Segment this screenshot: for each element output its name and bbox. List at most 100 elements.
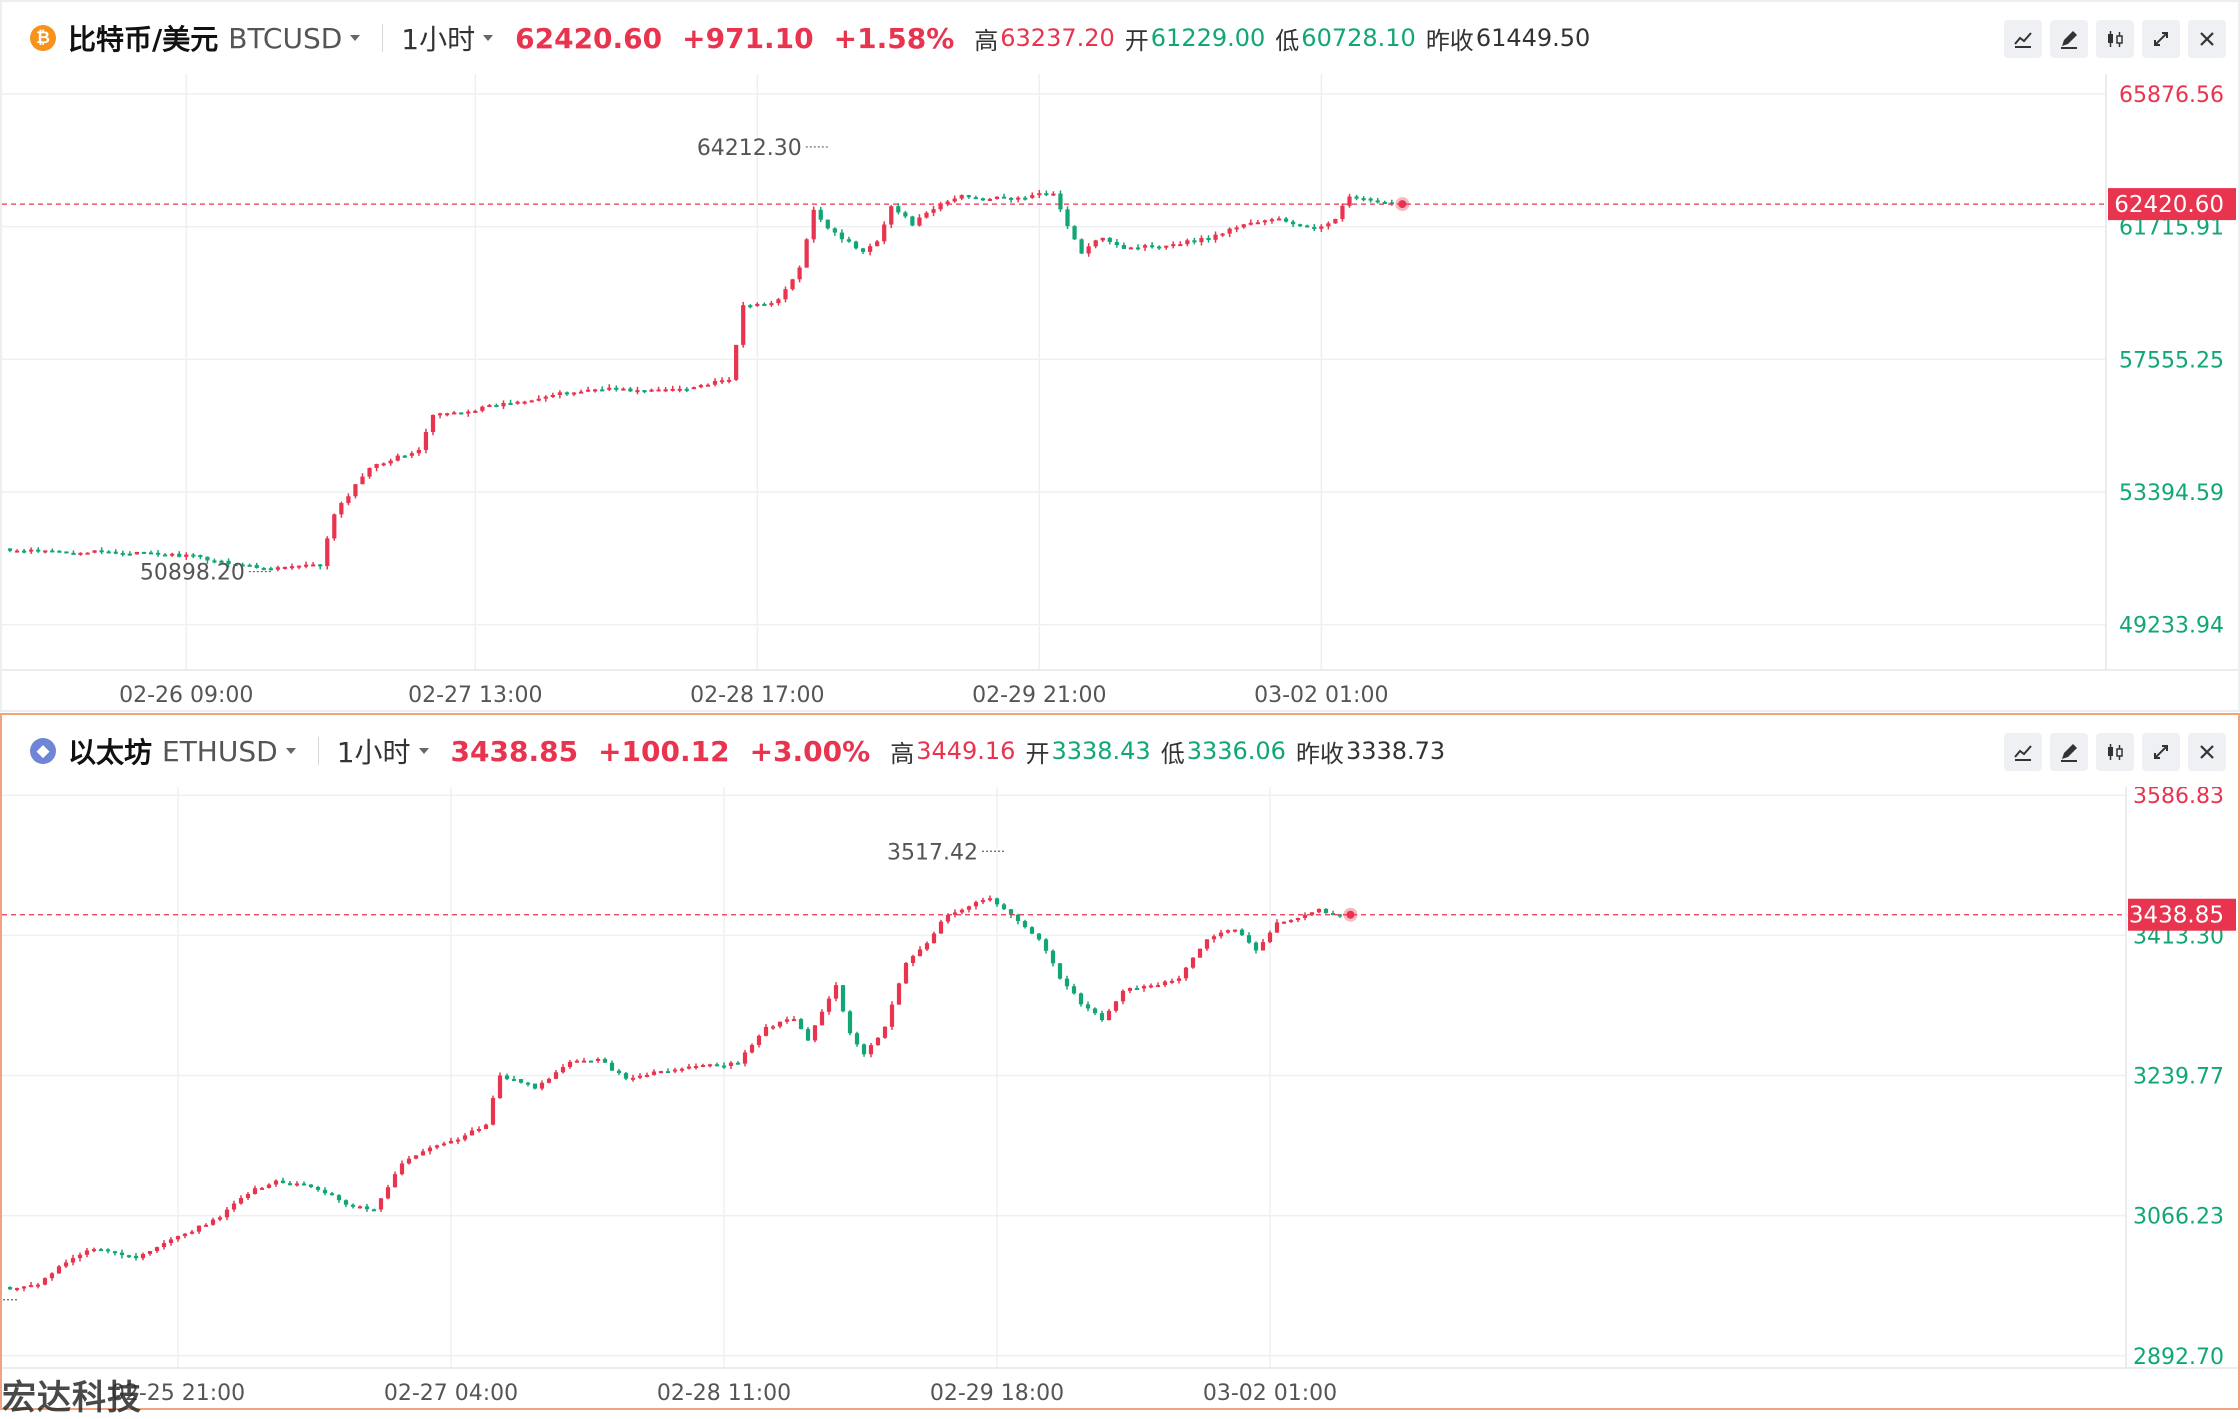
draw-icon[interactable] bbox=[2050, 733, 2088, 771]
expand-icon[interactable] bbox=[2142, 733, 2180, 771]
close-icon[interactable] bbox=[2188, 733, 2226, 771]
candle-body bbox=[593, 389, 598, 392]
candle-body bbox=[616, 1070, 622, 1074]
draw-icon[interactable] bbox=[2050, 20, 2088, 58]
candle-body bbox=[148, 552, 154, 555]
y-tick-label: 3239.77 bbox=[2133, 1064, 2224, 1089]
candle-body bbox=[91, 1249, 97, 1252]
candle-body bbox=[385, 1187, 391, 1199]
y-tick-label: 65876.56 bbox=[2119, 83, 2224, 108]
watermark: 宏达科技 bbox=[2, 1378, 142, 1418]
candle-body bbox=[672, 1069, 678, 1072]
candle-body bbox=[1326, 223, 1331, 227]
candle-body bbox=[1065, 209, 1070, 227]
chart-header: ₿ 比特币/美元 BTCUSD 1小时 62420.60 +971.10 +1.… bbox=[2, 2, 2238, 74]
candle-body bbox=[494, 405, 499, 408]
candle-type-icon[interactable] bbox=[2096, 733, 2134, 771]
candle-body bbox=[1185, 240, 1190, 245]
high-label: 高 bbox=[890, 739, 915, 768]
chevron-down-icon[interactable] bbox=[350, 35, 361, 41]
candle-body bbox=[783, 289, 788, 300]
candle-body bbox=[57, 550, 62, 553]
candle-body bbox=[917, 217, 922, 226]
candle-body bbox=[78, 552, 83, 555]
svg-text:50898.20: 50898.20 bbox=[140, 561, 245, 586]
candle-body bbox=[1001, 196, 1007, 199]
candle-body bbox=[847, 1011, 853, 1034]
chevron-down-icon[interactable] bbox=[285, 748, 296, 754]
candle-body bbox=[459, 412, 464, 415]
chevron-down-icon[interactable] bbox=[483, 35, 494, 41]
eth-candlestick-chart[interactable]: 3517.422962.113586.833413.303239.773066.… bbox=[2, 787, 2238, 1409]
candle-body bbox=[175, 1236, 181, 1240]
btc-candlestick-chart[interactable]: 64212.3050898.2065876.5661715.9157555.25… bbox=[2, 74, 2238, 712]
candle-body bbox=[854, 1033, 860, 1045]
x-tick-label: 02-27 13:00 bbox=[408, 683, 542, 708]
candle-body bbox=[896, 206, 901, 213]
candle-body bbox=[141, 551, 147, 554]
close-icon[interactable] bbox=[2188, 20, 2226, 58]
candle-body bbox=[656, 389, 661, 392]
candle-body bbox=[205, 556, 210, 561]
candle-body bbox=[882, 224, 887, 242]
chart-header: ◆ 以太坊 ETHUSD 1小时 3438.85 +100.12 +3.00% … bbox=[2, 715, 2238, 787]
candle-body bbox=[430, 414, 436, 432]
candle-body bbox=[748, 305, 753, 308]
line-style-icon[interactable] bbox=[2004, 733, 2042, 771]
candle-body bbox=[721, 1065, 727, 1068]
expand-icon[interactable] bbox=[2142, 20, 2180, 58]
candle-body bbox=[726, 379, 732, 382]
candle-body bbox=[557, 392, 563, 395]
candle-body bbox=[1274, 922, 1280, 933]
candle-body bbox=[247, 564, 252, 567]
candle-body bbox=[1044, 193, 1049, 196]
candle-body bbox=[525, 1082, 531, 1085]
candle-body bbox=[203, 1224, 209, 1227]
candle-type-icon[interactable] bbox=[2096, 20, 2134, 58]
candle-body bbox=[741, 305, 746, 345]
candle-body bbox=[511, 1079, 517, 1082]
candle-body bbox=[1141, 986, 1147, 989]
line-style-icon[interactable] bbox=[2004, 20, 2042, 58]
candle-body bbox=[571, 392, 577, 395]
candle-body bbox=[1232, 929, 1238, 932]
open-label: 开 bbox=[1025, 739, 1050, 768]
candle-body bbox=[1253, 942, 1259, 951]
symbol-selector[interactable]: BTCUSD bbox=[228, 21, 343, 55]
candle-body bbox=[311, 564, 316, 567]
interval-selector[interactable]: 1小时 bbox=[401, 23, 476, 56]
last-price: 62420.60 bbox=[515, 21, 663, 55]
btc-chart-panel: ₿ 比特币/美元 BTCUSD 1小时 62420.60 +971.10 +1.… bbox=[0, 0, 2240, 712]
x-tick-label: 02-28 11:00 bbox=[657, 1381, 791, 1406]
candle-body bbox=[112, 1251, 118, 1254]
candle-body bbox=[275, 567, 281, 570]
y-tick-label: 3066.23 bbox=[2133, 1205, 2224, 1230]
candle-body bbox=[777, 1021, 783, 1027]
candle-body bbox=[649, 389, 654, 392]
candle-body bbox=[1197, 948, 1203, 958]
candle-body bbox=[1086, 246, 1091, 254]
candle-body bbox=[437, 413, 443, 416]
candle-body bbox=[409, 453, 414, 456]
candle-body bbox=[1051, 193, 1056, 196]
candle-body bbox=[1106, 1010, 1112, 1021]
price-change: +100.12 bbox=[598, 734, 730, 768]
candle-body bbox=[1148, 985, 1154, 988]
candle-body bbox=[1220, 233, 1225, 236]
chevron-down-icon[interactable] bbox=[418, 748, 429, 754]
candle-body bbox=[1057, 963, 1063, 979]
candle-body bbox=[303, 564, 309, 567]
price-change: +971.10 bbox=[682, 21, 814, 55]
candle-body bbox=[71, 552, 76, 555]
candle-body bbox=[1162, 981, 1168, 986]
candle-body bbox=[938, 204, 943, 210]
candle-body bbox=[280, 1180, 286, 1184]
candle-body bbox=[469, 1130, 475, 1136]
candle-body bbox=[791, 1019, 797, 1022]
candle-body bbox=[191, 554, 196, 557]
asset-name: 以太坊 bbox=[68, 736, 153, 769]
candle-body bbox=[343, 1200, 349, 1205]
symbol-selector[interactable]: ETHUSD bbox=[162, 734, 278, 768]
x-tick-label: 03-02 01:00 bbox=[1254, 683, 1388, 708]
interval-selector[interactable]: 1小时 bbox=[336, 736, 411, 769]
